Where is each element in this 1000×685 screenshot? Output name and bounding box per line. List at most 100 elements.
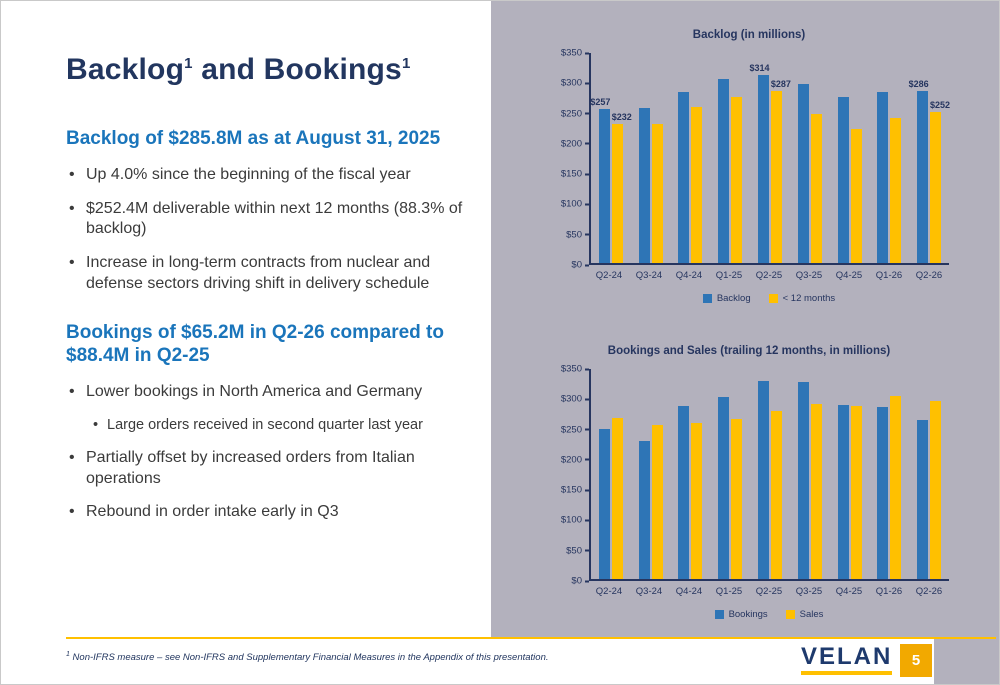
bullet-item: • Lower bookings in North America and Ger… — [66, 382, 473, 403]
bar: $314 — [749, 63, 770, 263]
bar: $257 — [590, 97, 610, 263]
bar — [691, 423, 703, 579]
title-superscript: 1 — [184, 55, 193, 72]
y-axis: $350 $300 $250 $200 $150 $100 $50 $0 — [549, 364, 589, 587]
x-tick-label: Q3-25 — [795, 270, 823, 281]
bar-value-label: $287 — [770, 78, 791, 89]
y-tick: $50 — [566, 229, 589, 240]
chart-body: $350 $300 $250 $200 $150 $100 $50 $0 — [549, 364, 949, 587]
bullet-item: • Rebound in order intake early in Q3 — [66, 502, 473, 523]
bar: $287 — [771, 79, 791, 263]
bullet-text: Increase in long-term contracts from nuc… — [86, 254, 431, 292]
y-tick: $100 — [561, 515, 589, 526]
y-axis: $350 $300 $250 $200 $150 $100 $50 $0 — [549, 48, 589, 271]
y-tick-mark — [585, 112, 589, 115]
bar-group — [591, 369, 631, 579]
chart-title: Bookings and Sales (trailing 12 months, … — [607, 345, 891, 357]
bar: $252 — [930, 100, 950, 263]
bookings-heading: Bookings of $65.2M in Q2-26 compared to … — [66, 321, 444, 367]
y-tick: $350 — [561, 364, 589, 375]
x-tick-label: Q2-26 — [915, 586, 943, 597]
y-tick-mark — [585, 264, 589, 266]
bar — [890, 396, 902, 579]
page-number-badge: 5 — [900, 644, 932, 677]
x-tick-label: Q3-24 — [635, 270, 663, 281]
bar — [758, 381, 770, 579]
legend-label: Backlog — [716, 293, 751, 304]
bar — [797, 83, 809, 263]
bar — [651, 123, 663, 263]
y-tick: $150 — [561, 485, 589, 496]
legend: Bookings Sales — [589, 609, 949, 620]
bar: $286 — [909, 79, 929, 263]
bar — [598, 429, 610, 579]
legend-item: < 12 months — [768, 293, 836, 304]
backlog-section: Backlog of $285.8M as at August 31, 2025… — [66, 127, 473, 295]
legend-swatch — [714, 610, 724, 619]
y-tick: $50 — [566, 545, 589, 556]
y-tick-label: $200 — [560, 454, 582, 466]
y-tick: $100 — [561, 199, 589, 210]
y-tick: $250 — [561, 424, 589, 435]
bullet-item: • Large orders received in second quarter… — [90, 416, 473, 435]
bar-group: $286 $252 — [909, 53, 950, 263]
chart-panel-background — [491, 1, 999, 684]
x-axis-labels: Q2-24 Q3-24 Q4-24 Q1-25 Q2-25 Q3-25 Q4-25 Q1-26… — [589, 270, 949, 281]
bar-value-label: $252 — [930, 99, 951, 110]
bar-group — [790, 369, 830, 579]
legend-item: Bookings — [714, 609, 768, 620]
y-tick-label: $300 — [560, 393, 582, 405]
y-tick-mark — [585, 368, 589, 370]
velan-logo-underline — [801, 671, 893, 675]
y-tick-label: $50 — [566, 229, 582, 241]
bar — [718, 79, 730, 263]
bar — [678, 92, 690, 263]
y-tick-mark — [585, 428, 589, 431]
x-tick-label: Q2-24 — [595, 586, 623, 597]
bullet-item: • Partially offset by increased orders fr… — [66, 448, 473, 490]
y-tick-mark — [585, 489, 589, 492]
title-superscript: 1 — [401, 55, 411, 72]
y-tick-label: $250 — [560, 108, 582, 120]
x-tick-label: Q4-25 — [835, 586, 863, 597]
x-tick-label: Q2-26 — [915, 270, 943, 281]
bar — [810, 113, 822, 263]
footnote: 1 Non-IFRS measure – see Non-IFRS and Su… — [66, 651, 549, 663]
bar — [731, 97, 743, 263]
y-tick: $0 — [571, 576, 589, 587]
legend-label: Bookings — [728, 609, 768, 620]
bar — [810, 403, 822, 579]
bar-group — [671, 369, 711, 579]
y-tick-mark — [585, 142, 589, 145]
bullet-dot: • — [69, 165, 75, 183]
y-tick: $200 — [561, 138, 589, 149]
legend-label: < 12 months — [782, 293, 836, 304]
bar — [877, 92, 889, 263]
bar-value-label: $314 — [749, 62, 770, 73]
bar — [651, 424, 663, 579]
y-tick: $350 — [561, 48, 589, 59]
bar-value-label: $286 — [908, 79, 929, 90]
y-tick-label: $50 — [566, 545, 582, 557]
footnote-text: Non-IFRS measure – see Non-IFRS and Supp… — [69, 652, 549, 664]
bar — [678, 406, 690, 579]
x-tick-label: Q3-25 — [795, 586, 823, 597]
slide-title: Backlog1 and Bookings1 — [66, 53, 473, 87]
bullet-item: • $252.4M deliverable within next 12 mont… — [66, 199, 473, 241]
bullet-item: • Up 4.0% since the beginning of the fisc… — [66, 165, 473, 186]
bar-group — [790, 53, 830, 263]
y-tick-mark — [585, 519, 589, 522]
text-panel: Backlog1 and Bookings1 Backlog of $285.8… — [1, 1, 491, 638]
bar — [718, 397, 730, 579]
backlog-bullet-list: • Up 4.0% since the beginning of the fisc… — [66, 165, 473, 295]
bar-group — [750, 369, 790, 579]
y-tick: $250 — [561, 108, 589, 119]
bar-group — [869, 369, 909, 579]
bar — [771, 411, 783, 579]
y-tick-mark — [585, 173, 589, 176]
bar — [850, 128, 862, 263]
bullet-dot: • — [93, 417, 99, 434]
bar — [877, 406, 889, 579]
y-tick-label: $300 — [560, 77, 582, 89]
